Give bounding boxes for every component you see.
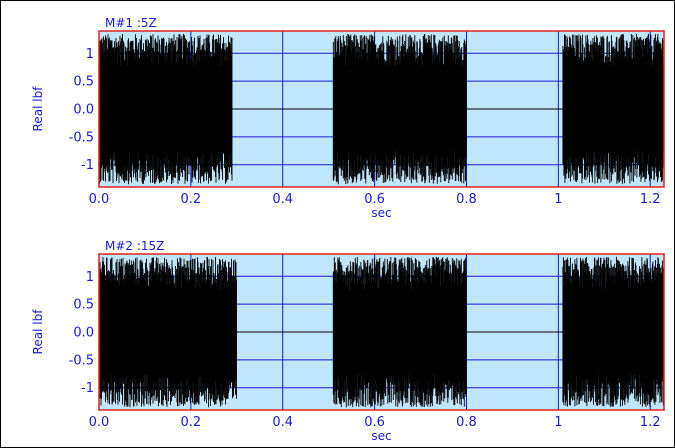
x-tick-label: 0.2 xyxy=(181,192,202,207)
y-tick-label: 0.5 xyxy=(73,75,94,90)
y-tick-label: 0.0 xyxy=(73,326,94,341)
y-tick-label: 1 xyxy=(86,270,94,285)
x-tick-label: 0.0 xyxy=(89,415,110,430)
chart-title: M#1 :5Z xyxy=(105,16,157,30)
signal-burst-2 xyxy=(332,256,467,408)
chart-m2: 0.0 0.2 0.4 0.6 0.8 1 1.2 1 0.5 0.0 -0.5 -1 M#2 :1… xyxy=(31,239,665,443)
x-axis-label: sec xyxy=(371,206,391,220)
x-tick-label: 0.6 xyxy=(364,192,385,207)
x-tick-label: 0.6 xyxy=(364,415,385,430)
y-tick-label: 0.0 xyxy=(73,103,94,118)
x-tick-label: 0.8 xyxy=(456,192,477,207)
x-tick-labels: 0.0 0.2 0.4 0.6 0.8 1 1.2 xyxy=(89,192,661,207)
x-tick-label: 0.2 xyxy=(181,415,202,430)
signal-trace xyxy=(98,33,665,185)
signal-trace xyxy=(98,256,665,408)
y-tick-label: -1 xyxy=(81,381,94,396)
plot-border xyxy=(98,30,665,188)
x-tick-labels: 0.0 0.2 0.4 0.6 0.8 1 1.2 xyxy=(89,415,661,430)
chart-m1: 0.0 0.2 0.4 0.6 0.8 1 1.2 1 0.5 0.0 -0.5 -1 M#1 :5… xyxy=(31,16,665,220)
x-tick-label: 1.2 xyxy=(640,192,661,207)
x-tick-label: 0.4 xyxy=(272,192,293,207)
plot-border xyxy=(98,253,665,411)
y-tick-labels: 1 0.5 0.0 -0.5 -1 xyxy=(69,270,94,396)
x-tick-label: 0.4 xyxy=(272,415,293,430)
signal-burst-2 xyxy=(332,33,467,185)
y-tick-labels: 1 0.5 0.0 -0.5 -1 xyxy=(69,47,94,173)
y-tick-label: 0.5 xyxy=(73,298,94,313)
y-tick-label: 1 xyxy=(86,47,94,62)
signal-burst-3 xyxy=(562,256,665,408)
chart-title: M#2 :15Z xyxy=(105,239,164,253)
y-tick-label: -1 xyxy=(81,158,94,173)
x-tick-label: 0.0 xyxy=(89,192,110,207)
x-tick-label: 1 xyxy=(554,192,562,207)
y-tick-label: -0.5 xyxy=(69,353,94,368)
signal-burst-1 xyxy=(98,33,233,185)
y-axis-label: Real lbf xyxy=(31,309,45,355)
x-tick-label: 1 xyxy=(554,415,562,430)
x-tick-label: 1.2 xyxy=(640,415,661,430)
signal-burst-3 xyxy=(562,33,665,185)
x-axis-label: sec xyxy=(371,429,391,443)
y-tick-label: -0.5 xyxy=(69,130,94,145)
x-tick-label: 0.8 xyxy=(456,415,477,430)
y-axis-label: Real lbf xyxy=(31,86,45,132)
